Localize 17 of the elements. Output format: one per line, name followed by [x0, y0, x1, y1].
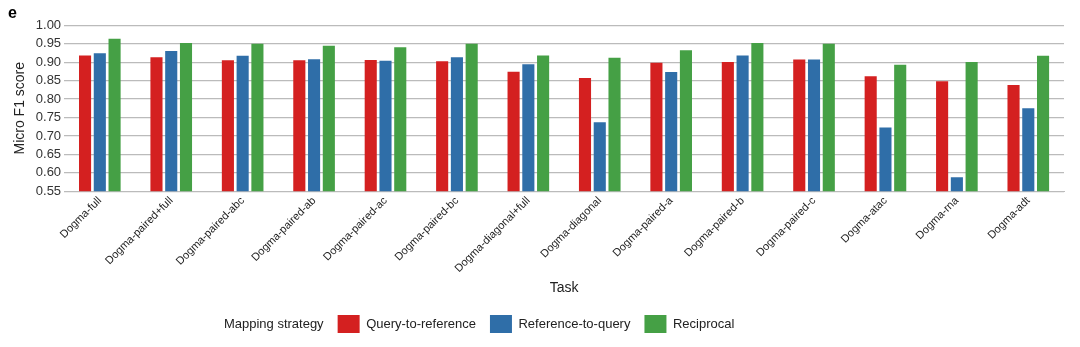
y-tick-label: 0.65 — [35, 145, 62, 161]
y-tick-label: 0.60 — [35, 164, 62, 180]
legend-label: Reciprocal — [672, 315, 735, 331]
y-tick-label: 0.55 — [35, 182, 62, 198]
y-tick-label: 0.95 — [35, 35, 62, 51]
y-tick-label: 0.85 — [35, 72, 62, 88]
y-tick-label: 1.00 — [35, 16, 62, 32]
legend-label: Query-to-reference — [366, 315, 476, 331]
x-axis-title: Task — [549, 279, 580, 296]
y-tick-label: 0.80 — [35, 90, 62, 106]
y-tick-label: 0.90 — [35, 53, 62, 69]
y-tick-label: 0.70 — [35, 127, 62, 143]
y-axis-title: Micro F1 score — [11, 61, 28, 155]
chart-title: e — [8, 4, 17, 22]
legend-title: Mapping strategy — [223, 315, 325, 331]
y-tick-label: 0.75 — [35, 109, 62, 125]
legend-label: Reference-to-query — [518, 315, 631, 331]
